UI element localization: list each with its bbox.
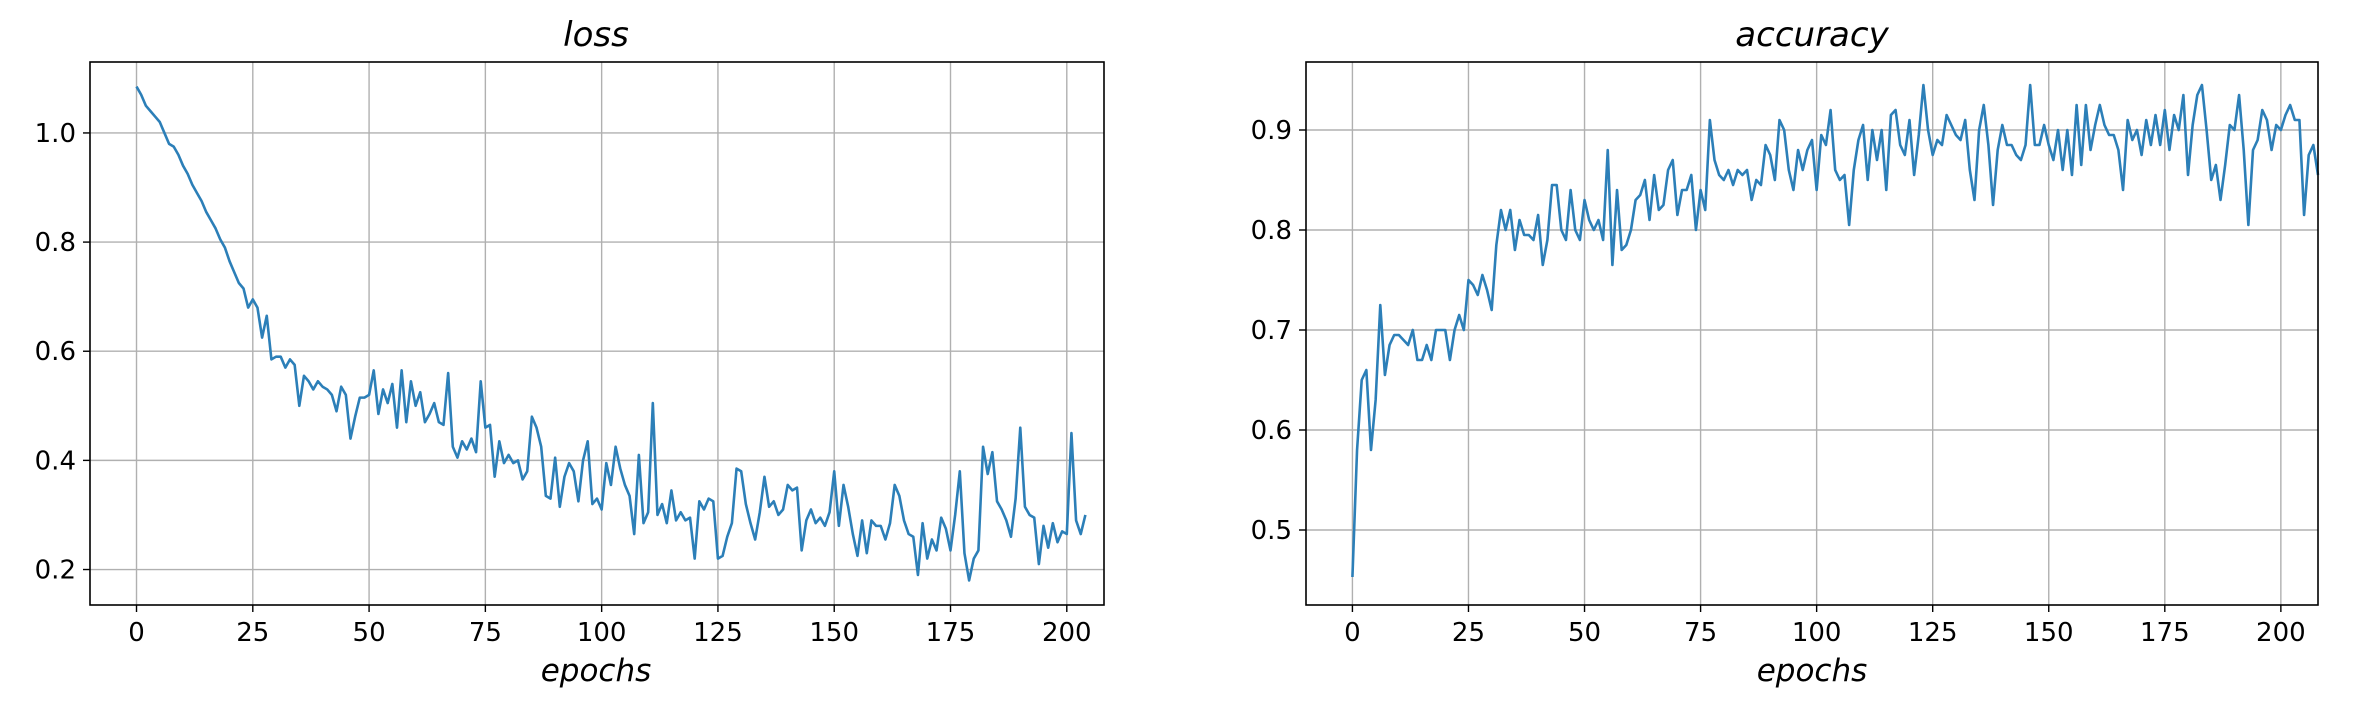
accuracy-x-tick-label: 100 (1792, 618, 1842, 648)
accuracy-axes-frame (1305, 61, 2319, 606)
loss-x-tick-label: 75 (469, 618, 502, 648)
accuracy-x-tick-label: 175 (2140, 618, 2190, 648)
accuracy-y-ticks: 0.5 0.6 0.7 0.8 0.9 (1251, 116, 1306, 546)
loss-x-tick-label: 175 (926, 618, 976, 648)
loss-y-tick-label: 0.2 (35, 556, 76, 586)
accuracy-x-tick-label: 150 (2024, 618, 2074, 648)
loss-x-tick-label: 150 (809, 618, 859, 648)
loss-x-tick-label: 50 (353, 618, 386, 648)
accuracy-x-ticks: 0 25 50 75 100 125 150 175 200 (1344, 605, 2306, 648)
loss-chart-title: loss (563, 15, 629, 55)
loss-axes-frame (89, 61, 1105, 606)
accuracy-chart-title: accuracy (1735, 15, 1889, 55)
accuracy-x-tick-label: 0 (1344, 618, 1361, 648)
loss-y-tick-label: 0.4 (35, 446, 76, 476)
accuracy-x-tick-label: 25 (1452, 618, 1485, 648)
loss-x-tick-label: 125 (693, 618, 743, 648)
loss-x-tick-label: 100 (577, 618, 627, 648)
loss-series-line (135, 85, 1087, 582)
accuracy-y-tick-label: 0.6 (1251, 416, 1292, 446)
accuracy-series-line (1351, 83, 2320, 578)
loss-y-tick-label: 1.0 (35, 119, 76, 149)
loss-x-tick-label: 0 (128, 618, 145, 648)
accuracy-x-axis-label: epochs (1757, 653, 1868, 689)
loss-grid (90, 62, 1104, 605)
loss-chart: loss 0 25 50 75 100 125 150 175 200 0.2 0.4 0.6 0.8… (35, 15, 1105, 689)
accuracy-x-tick-label: 50 (1568, 618, 1601, 648)
loss-y-ticks: 0.2 0.4 0.6 0.8 1.0 (35, 119, 90, 586)
loss-x-tick-label: 25 (236, 618, 269, 648)
accuracy-x-tick-label: 75 (1684, 618, 1717, 648)
accuracy-y-tick-label: 0.8 (1251, 216, 1292, 246)
accuracy-x-tick-label: 125 (1908, 618, 1958, 648)
accuracy-y-tick-label: 0.7 (1251, 316, 1292, 346)
accuracy-grid (1306, 62, 2318, 605)
accuracy-x-tick-label: 200 (2256, 618, 2306, 648)
accuracy-chart: accuracy 0 25 50 75 100 125 150 175 200 0.50.60.… (1251, 15, 2320, 689)
accuracy-y-tick-label: 0.5 (1251, 516, 1292, 546)
loss-x-ticks: 0 25 50 75 100 125 150 175 200 (128, 605, 1092, 648)
loss-x-tick-label: 200 (1042, 618, 1092, 648)
accuracy-y-tick-label: 0.9 (1251, 116, 1292, 146)
loss-x-axis-label: epochs (541, 653, 652, 689)
loss-y-tick-label: 0.6 (35, 337, 76, 367)
loss-y-tick-label: 0.8 (35, 228, 76, 258)
